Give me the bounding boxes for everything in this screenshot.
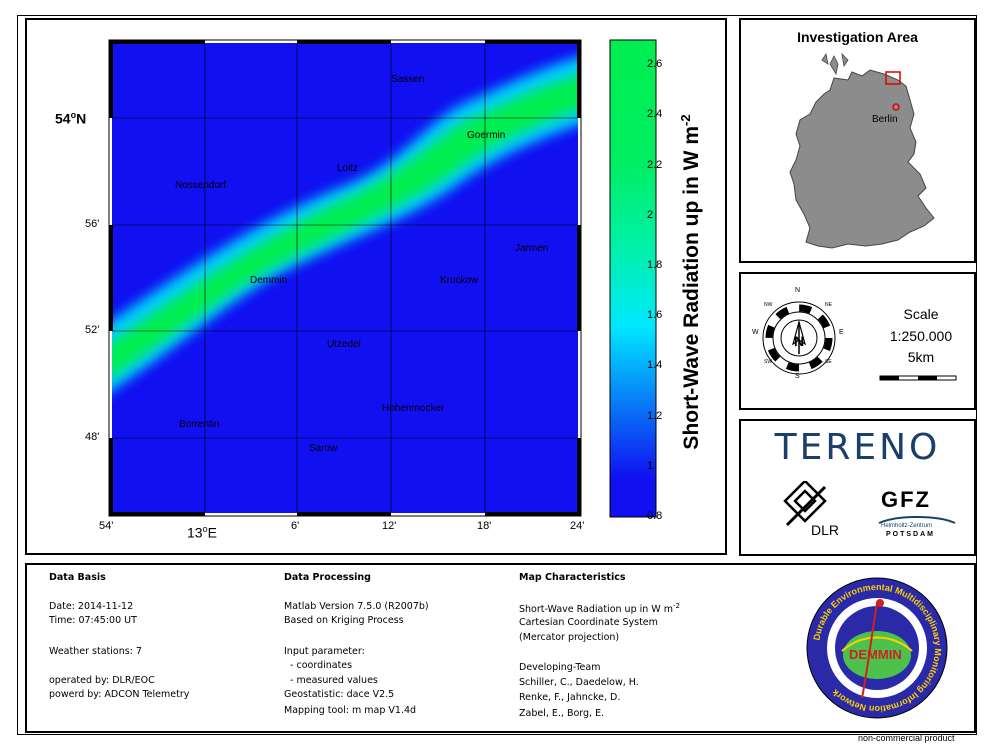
processing-mapping: Mapping tool: m map V1.4d (284, 705, 417, 716)
data-operated: operated by: DLR/EOC (49, 675, 155, 686)
gfz-subtitle: Helmholtz-Zentrum (881, 523, 933, 529)
colorbar-tick: 2 (647, 208, 654, 221)
colorbar (609, 39, 657, 518)
scale-title: Scale (903, 306, 939, 322)
data-powered: powerd by: ADCON Telemetry (49, 689, 190, 700)
logo-panel: TERENO DLR GFZ Helmholtz-Zentrum POTSDAM (739, 419, 976, 556)
city-label: Goermin (467, 130, 506, 141)
data-basis-heading: Data Basis (49, 572, 106, 583)
team-line1: Schiller, C., Daedelow, H. (519, 677, 639, 688)
city-label: Loitz (337, 163, 359, 174)
lat-label-56: 56' (85, 218, 100, 230)
city-label: Kruckow (440, 275, 479, 286)
city-label: Borrentin (179, 419, 220, 430)
processing-measured: - measured values (284, 675, 378, 686)
berlin-label: Berlin (872, 114, 898, 125)
colorbar-label: Short-Wave Radiation up in W m-2 (678, 114, 703, 450)
scale-bar (879, 375, 957, 381)
area-marker (885, 71, 901, 85)
processing-coords: - coordinates (284, 660, 353, 671)
gfz-logo: GFZ (881, 487, 931, 512)
compass-w: W (752, 329, 759, 336)
germany-shape (789, 69, 935, 249)
radiation-map (108, 39, 657, 518)
colorbar-tick: 1.6 (647, 309, 663, 322)
data-time: Time: 07:45:00 UT (49, 615, 137, 626)
processing-matlab: Matlab Version 7.5.0 (R2007b) (284, 601, 429, 612)
data-date: Date: 2014-11-12 (49, 601, 134, 612)
radiation-field (112, 57, 578, 391)
info-panel: Data Basis Date: 2014-11-12 Time: 07:45:… (25, 563, 976, 733)
colorbar-tick: 2.2 (647, 158, 663, 171)
gfz-potsdam: POTSDAM (886, 531, 935, 538)
lon-label-54: 54' (99, 520, 114, 532)
lat-label-52: 52' (85, 324, 100, 336)
processing-geostat: Geostatistic: dace V2.5 (284, 689, 395, 700)
compass-ne: NE (825, 302, 832, 308)
colorbar-tick: 2.6 (647, 58, 663, 71)
city-label: Jarmen (515, 243, 549, 254)
lat-label-48: 48' (85, 431, 100, 443)
islands-shape (821, 52, 849, 76)
tereno-logo: TERENO (774, 427, 941, 468)
characteristics-line3: (Mercator projection) (519, 632, 620, 643)
compass-n: N (795, 287, 801, 294)
scale-panel: N N S W E NW NE SW SE Scale 1:250.000 5k… (739, 272, 976, 410)
scale-distance: 5km (907, 349, 935, 365)
team-line3: Zabel, E., Borg, E. (519, 708, 605, 719)
team-line2: Renke, F., Jahncke, D. (519, 692, 621, 703)
characteristics-line1: Short-Wave Radiation up in W m-2 (519, 602, 680, 616)
compass-s: S (795, 373, 800, 380)
city-label: Sarow (309, 443, 338, 454)
compass-sw: SW (764, 359, 773, 365)
colorbar-tick: 2.4 (647, 108, 663, 121)
dlr-logo-icon (783, 481, 827, 527)
lat-label-54n: 54oN (55, 110, 87, 127)
lon-label-18: 18' (477, 520, 492, 532)
map-frame (108, 39, 582, 517)
characteristics-line2: Cartesian Coordinate System (519, 617, 658, 628)
colorbar-tick: 1.2 (647, 409, 663, 422)
germany-map (789, 52, 935, 249)
scale-ratio: 1:250.000 (889, 328, 953, 344)
investigation-area-panel: Investigation Area Berlin (739, 18, 976, 263)
berlin-marker (892, 103, 900, 111)
team-heading: Developing-Team (519, 662, 601, 673)
investigation-title: Investigation Area (797, 29, 918, 45)
footer-note: non-commercial product (858, 733, 955, 743)
demmin-logo-icon (806, 577, 948, 719)
colorbar-tick: 1 (647, 459, 654, 472)
processing-input: Input parameter: (284, 646, 365, 657)
city-label: Sassen (391, 74, 425, 85)
data-stations: Weather stations: 7 (49, 646, 142, 657)
compass-se: SE (825, 359, 832, 365)
city-label: Hohenmocker (382, 403, 445, 414)
lon-label-6: 6' (291, 520, 300, 532)
characteristics-heading: Map Characteristics (519, 572, 626, 583)
city-label: Nossendorf (175, 180, 227, 191)
compass-e: E (839, 329, 844, 336)
svg-text:N: N (794, 333, 804, 349)
city-label: Demmin (250, 275, 288, 286)
demmin-logo-ring: Durable Environmental Multidisciplinary … (811, 582, 943, 714)
colorbar-tick: 0.8 (647, 510, 663, 522)
map-panel: 54oN 56' 52' 48' 54' 13oE 6' 12' 18' 24'… (25, 18, 727, 555)
dlr-label: DLR (811, 522, 840, 538)
gfz-swoosh-icon (878, 516, 956, 524)
colorbar-tick: 1.4 (647, 359, 663, 372)
compass-rose-icon: N (762, 301, 836, 375)
lon-label-12: 12' (382, 520, 397, 532)
compass-nw: NW (764, 302, 773, 308)
lon-label-24: 24' (570, 520, 585, 532)
city-label: Utzedel (327, 339, 361, 350)
lon-label-13e: 13oE (187, 524, 217, 541)
processing-heading: Data Processing (284, 572, 371, 583)
processing-kriging: Based on Kriging Process (284, 615, 404, 626)
map-grid (112, 43, 578, 513)
demmin-label: DEMMIN (849, 647, 902, 662)
colorbar-tick: 1.8 (647, 258, 663, 271)
